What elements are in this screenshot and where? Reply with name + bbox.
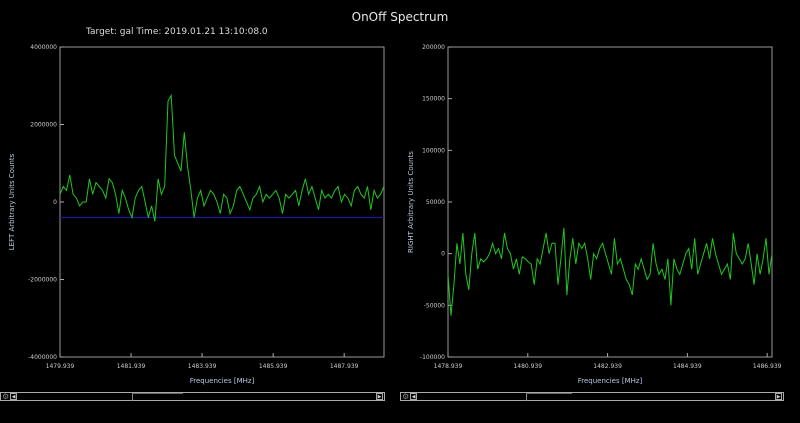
y-tick-label: 0 — [53, 199, 57, 206]
x-tick-label: 1481.939 — [117, 363, 146, 370]
x-axis-label: Frequencies [MHz] — [578, 377, 643, 385]
gear-icon[interactable]: ⚙ — [402, 392, 410, 401]
x-tick-label: 1486.939 — [753, 363, 782, 370]
x-tick-label: 1487.939 — [330, 363, 359, 370]
scroll-left-arrow-icon[interactable]: ◀ — [410, 393, 417, 400]
x-tick-label: 1483.939 — [188, 363, 217, 370]
x-tick-label: 1478.939 — [434, 363, 463, 370]
y-tick-label: -100000 — [420, 354, 445, 361]
window-title: OnOff Spectrum — [351, 10, 449, 24]
gear-icon[interactable]: ⚙ — [2, 392, 10, 401]
y-axis-label: RIGHT Arbitrary Units Counts — [407, 151, 415, 253]
x-tick-label: 1480.939 — [513, 363, 542, 370]
x-tick-label: 1479.939 — [46, 363, 75, 370]
y-axis-label: LEFT Arbitrary Units Counts — [8, 153, 16, 250]
scroll-right-arrow-icon[interactable]: ▶ — [376, 393, 383, 400]
spectrum-line-right — [447, 227, 773, 316]
scroll-thumb[interactable] — [132, 393, 183, 401]
y-tick-label: 50000 — [426, 199, 445, 206]
scroll-thumb[interactable] — [526, 393, 572, 401]
right-scrollbar[interactable]: ⚙ ◀ ▶ — [400, 392, 784, 401]
y-tick-label: 150000 — [422, 96, 445, 103]
y-tick-label: 2000000 — [30, 122, 57, 129]
y-tick-label: 4000000 — [30, 44, 57, 51]
scroll-right-arrow-icon[interactable]: ▶ — [775, 393, 782, 400]
x-tick-label: 1482.939 — [593, 363, 622, 370]
x-tick-label: 1484.939 — [673, 363, 702, 370]
target-time-label: Target: gal Time: 2019.01.21 13:10:08.0 — [86, 27, 268, 37]
y-tick-label: -50000 — [424, 302, 445, 309]
scroll-left-arrow-icon[interactable]: ◀ — [10, 393, 17, 400]
y-tick-label: 0 — [441, 251, 445, 258]
y-tick-label: -2000000 — [28, 277, 57, 284]
x-tick-label: 1485.939 — [259, 363, 288, 370]
plot-frame — [447, 46, 773, 358]
left-scrollbar[interactable]: ⚙ ◀ ▶ — [0, 392, 385, 401]
y-tick-label: -4000000 — [28, 354, 57, 361]
spectrum-line-left — [59, 93, 385, 222]
y-tick-label: 100000 — [422, 147, 445, 154]
y-tick-label: 200000 — [422, 44, 445, 51]
x-axis-label: Frequencies [MHz] — [190, 377, 255, 385]
